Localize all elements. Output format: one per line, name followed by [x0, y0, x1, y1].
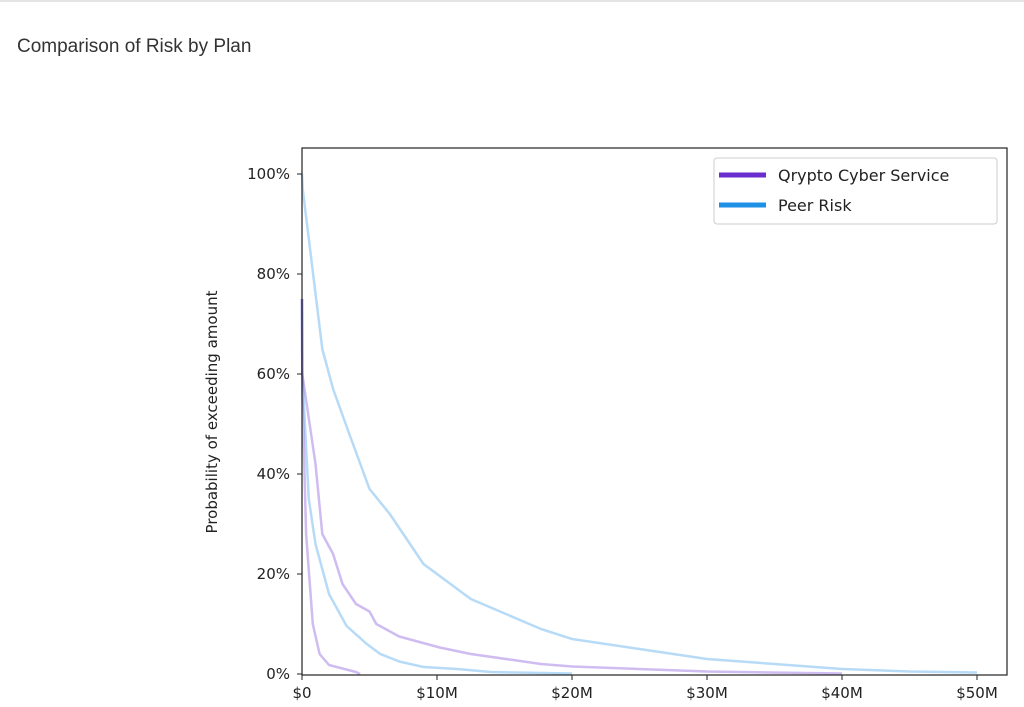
legend-label-peer: Peer Risk: [778, 196, 852, 215]
series-line-0: [300, 173, 978, 674]
page-title: Comparison of Risk by Plan: [17, 36, 252, 57]
series-line-3: [300, 298, 361, 676]
y-tick-label: 20%: [257, 565, 290, 583]
legend: Qrypto Cyber Service Peer Risk: [713, 157, 998, 225]
y-tick-label: 60%: [257, 365, 290, 383]
x-tick-label: $0: [292, 684, 311, 702]
y-tick-label: 0%: [266, 665, 290, 683]
y-tick-label: 100%: [247, 165, 290, 183]
y-axis-label: Probability of exceeding amount: [203, 290, 221, 533]
legend-label-qrypto: Qrypto Cyber Service: [778, 166, 949, 185]
top-divider: [0, 0, 1024, 2]
x-tick-label: $50M: [956, 684, 998, 702]
x-tick-label: $20M: [551, 684, 593, 702]
x-tick-label: $10M: [416, 684, 458, 702]
x-tick-label: $40M: [821, 684, 863, 702]
series-line-1: [300, 298, 843, 675]
x-tick-label: $30M: [686, 684, 728, 702]
plot-frame: [301, 147, 1008, 676]
y-tick-label: 40%: [257, 465, 290, 483]
y-tick-label: 80%: [257, 265, 290, 283]
legend-box: [713, 157, 998, 225]
series-line-2: [300, 298, 573, 675]
